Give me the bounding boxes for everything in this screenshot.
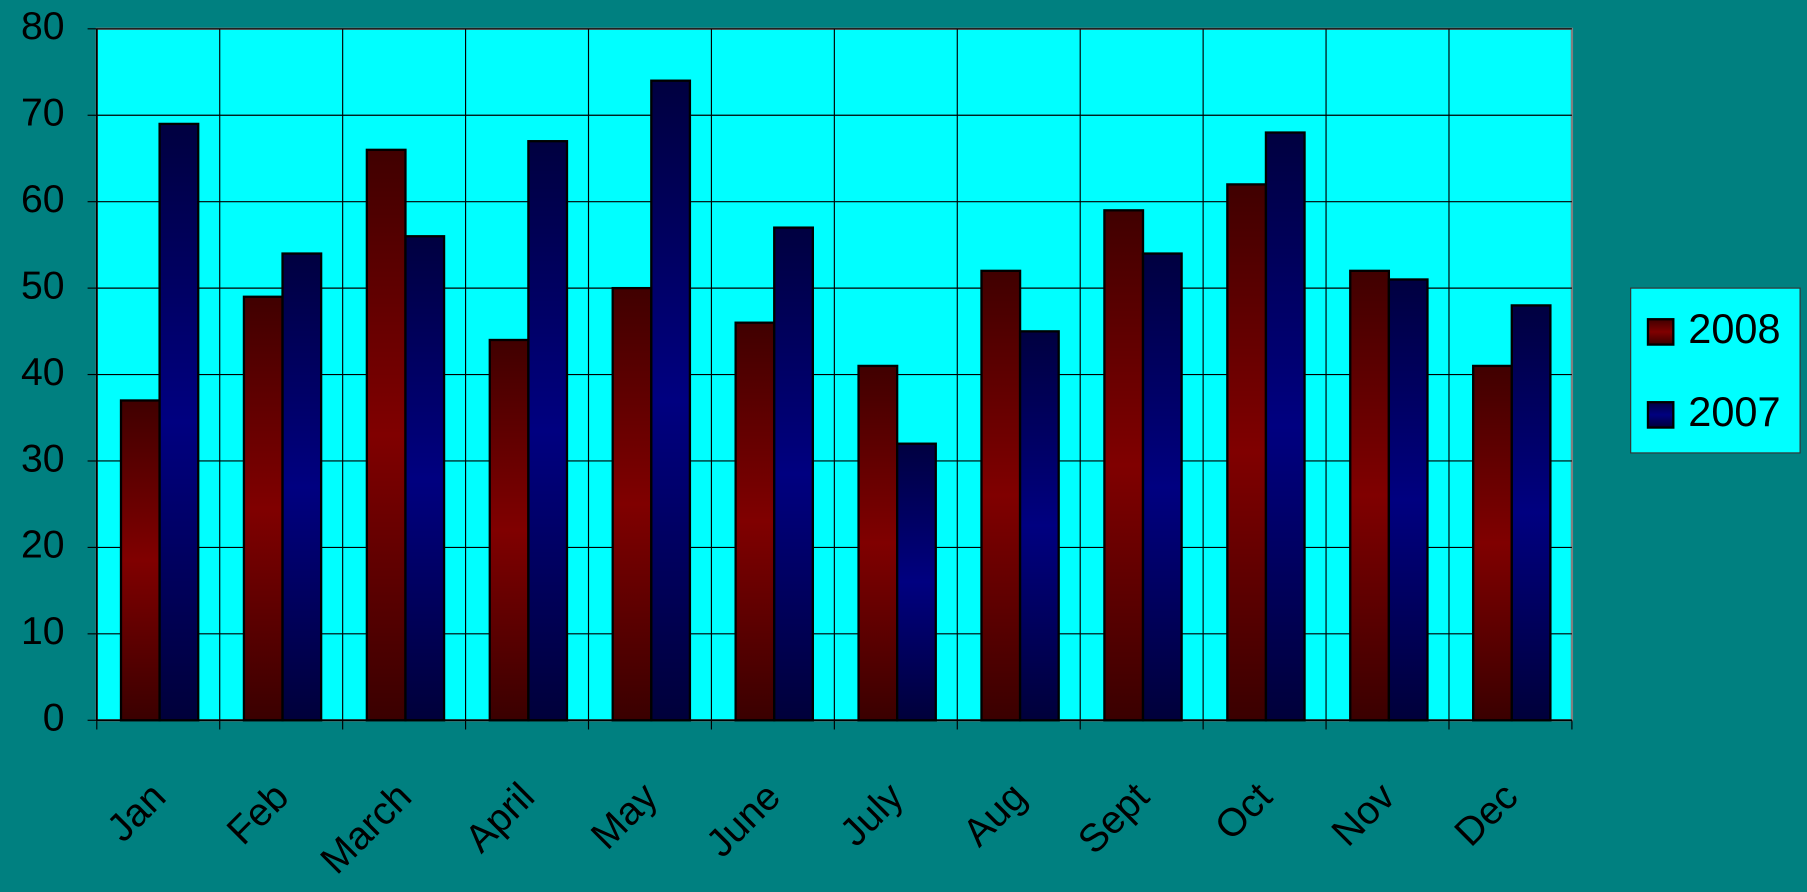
y-tick-label: 30 [21, 437, 65, 480]
bar [857, 364, 899, 722]
y-tick-label: 40 [21, 351, 65, 394]
bar [1264, 131, 1306, 722]
bar [488, 338, 530, 722]
y-tick-label: 70 [21, 92, 65, 135]
legend-label: 2008 [1688, 305, 1780, 352]
y-tick-label: 10 [21, 610, 65, 653]
legend-label: 2007 [1688, 388, 1780, 435]
bar [119, 399, 161, 722]
y-tick-label: 0 [43, 697, 65, 740]
y-tick-label: 50 [21, 264, 65, 307]
y-tick-label: 80 [21, 5, 65, 48]
bar [527, 140, 569, 722]
bar [773, 226, 814, 722]
bar [365, 148, 407, 722]
bar [1349, 269, 1391, 722]
bar [734, 321, 776, 722]
bar [1472, 364, 1513, 722]
legend-swatch [1646, 318, 1675, 346]
y-tick-label: 20 [21, 524, 65, 567]
bar [896, 442, 937, 722]
y-tick-label: 60 [21, 178, 65, 221]
bar [1103, 209, 1145, 722]
bar [611, 286, 653, 722]
legend-swatch [1646, 401, 1675, 429]
bar [1018, 330, 1060, 722]
bar [650, 79, 692, 722]
bar [281, 252, 323, 722]
bar [242, 295, 284, 722]
bar [1510, 304, 1552, 722]
bar [980, 269, 1022, 722]
bar [1141, 252, 1183, 722]
bar [158, 122, 200, 722]
bar [1387, 278, 1429, 722]
bar [404, 235, 446, 722]
bar [1226, 183, 1268, 722]
